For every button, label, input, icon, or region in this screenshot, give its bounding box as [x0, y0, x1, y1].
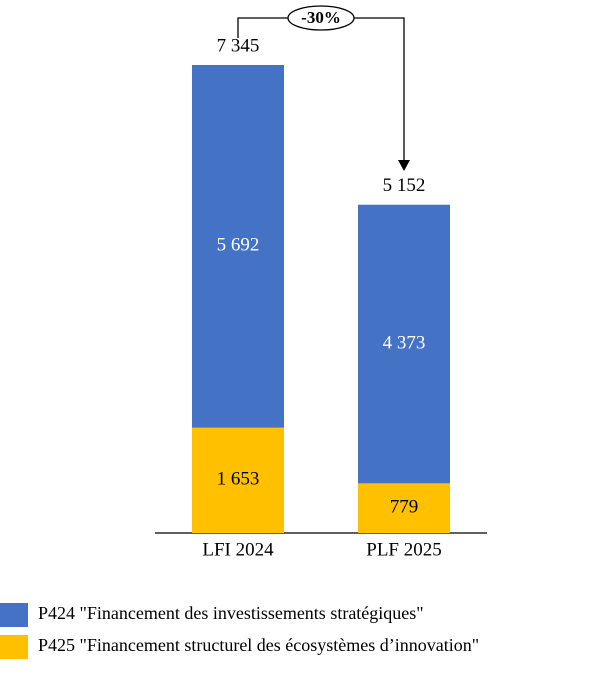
change-label: -30%	[301, 8, 341, 27]
value-label: 1 653	[217, 469, 260, 490]
legend-swatch	[0, 603, 28, 627]
bar-segment	[358, 204, 450, 484]
x-tick-label: LFI 2024	[202, 539, 274, 560]
change-arrow: -30%	[237, 5, 410, 171]
total-label: 7 345	[217, 35, 260, 56]
total-label: 5 152	[383, 175, 426, 196]
legend-label: P425 "Financement structurel des écosyst…	[38, 635, 479, 655]
bar-segment	[192, 65, 284, 428]
bar-segment	[192, 427, 284, 533]
value-label: 5 692	[217, 235, 260, 256]
bar-segment	[358, 483, 450, 533]
x-tick-label: PLF 2025	[366, 539, 442, 560]
value-label: 4 373	[383, 332, 426, 353]
value-label: 779	[390, 497, 419, 518]
legend-label: P424 "Financement des investissements st…	[38, 603, 424, 623]
legend-swatch	[0, 635, 28, 659]
